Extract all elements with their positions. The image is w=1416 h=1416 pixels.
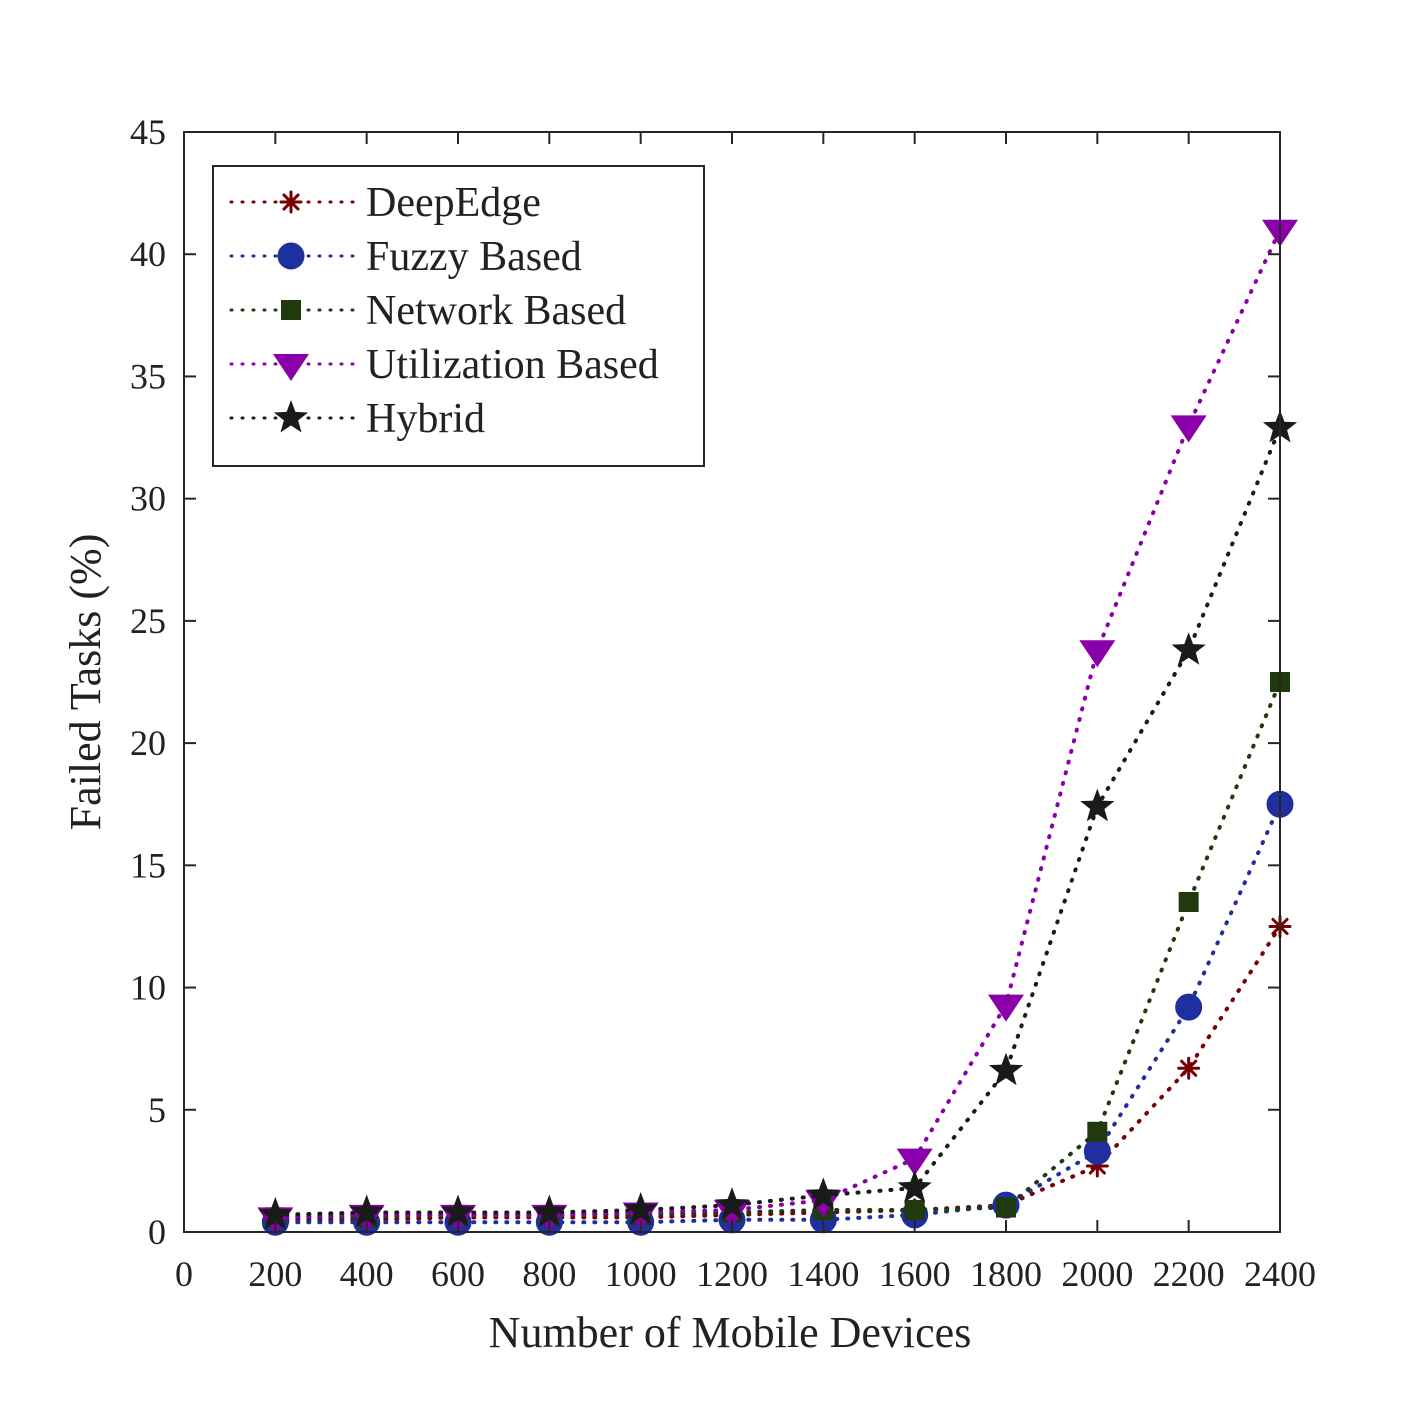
legend-label: Network Based <box>366 288 626 334</box>
marker-star <box>532 1194 567 1228</box>
marker-triangle <box>1079 640 1116 668</box>
marker-asterisk-stroke <box>282 193 300 211</box>
y-tick-label: 30 <box>130 479 166 519</box>
marker-star <box>273 400 309 433</box>
data-point <box>714 1187 750 1220</box>
y-tick-label: 45 <box>130 112 166 152</box>
y-tick-label: 0 <box>148 1212 166 1252</box>
marker-circle <box>1083 1137 1111 1165</box>
data-point <box>349 1194 384 1228</box>
y-axis-label: Failed Tasks (%) <box>61 534 110 831</box>
marker-triangle <box>988 994 1024 1022</box>
marker-triangle <box>273 354 309 381</box>
legend-entry: DeepEdge <box>229 180 541 226</box>
legend-marker <box>273 400 309 433</box>
legend-entry: Network Based <box>229 288 626 334</box>
x-tick-label: 1200 <box>696 1254 768 1294</box>
legend-label: Utilization Based <box>366 342 659 388</box>
data-point <box>988 994 1024 1022</box>
y-tick-label: 25 <box>130 601 166 641</box>
marker-star <box>714 1187 750 1220</box>
series-layer <box>257 219 1298 1236</box>
x-tick-label: 200 <box>248 1254 302 1294</box>
marker-triangle <box>714 1200 750 1227</box>
legend-entry: Fuzzy Based <box>229 234 582 280</box>
data-point <box>996 1197 1016 1218</box>
x-tick-label: 1600 <box>879 1254 951 1294</box>
data-point <box>988 1052 1024 1086</box>
marker-square <box>904 1200 925 1220</box>
data-point <box>1178 892 1199 912</box>
x-tick-label: 2000 <box>1061 1254 1133 1294</box>
marker-star <box>349 1194 384 1228</box>
data-point <box>896 1148 933 1176</box>
data-point <box>532 1194 567 1228</box>
y-tick-label: 5 <box>148 1090 166 1130</box>
marker-star <box>806 1177 841 1210</box>
data-point <box>1083 1137 1111 1165</box>
y-tick-label: 40 <box>130 234 166 274</box>
marker-asterisk-stroke <box>1180 1059 1198 1077</box>
marker-square <box>996 1197 1016 1218</box>
marker-star <box>897 1170 932 1203</box>
data-point <box>1170 415 1207 443</box>
x-tick-label: 1800 <box>970 1254 1042 1294</box>
data-point <box>1175 993 1203 1021</box>
legend: DeepEdge Fuzzy Based Network Based Utilizat… <box>212 165 705 467</box>
y-tick-label: 35 <box>130 356 166 396</box>
data-point <box>806 1177 841 1210</box>
x-tick-label: 1000 <box>605 1254 677 1294</box>
series-line <box>273 227 1282 1220</box>
legend-entry: Utilization Based <box>229 342 659 388</box>
y-tick-label: 15 <box>130 845 166 885</box>
x-tick-label: 2400 <box>1244 1254 1316 1294</box>
data-point <box>440 1194 476 1228</box>
marker-square <box>1087 1121 1108 1142</box>
data-point <box>623 1192 658 1225</box>
data-point <box>714 1200 750 1227</box>
x-tick-label: 600 <box>431 1254 485 1294</box>
series-line <box>273 425 1282 1217</box>
x-tick-label: 800 <box>522 1254 576 1294</box>
marker-star <box>258 1196 293 1230</box>
marker-triangle <box>896 1148 933 1176</box>
marker-square <box>281 300 301 320</box>
data-point <box>1087 1121 1108 1142</box>
marker-triangle <box>1170 415 1207 443</box>
axes-layer: 0 200 400 600 800 1000 1200 1400 1600 1800 2000 220… <box>130 112 1316 1294</box>
legend-label: DeepEdge <box>366 180 541 226</box>
y-tick-label: 20 <box>130 723 166 763</box>
x-tick-label: 1400 <box>787 1254 859 1294</box>
series-line <box>273 924 1282 1222</box>
data-point <box>1080 788 1115 822</box>
data-point <box>1177 1056 1201 1080</box>
legend-marker <box>279 190 303 214</box>
series-line <box>273 802 1282 1225</box>
x-tick-label: 2200 <box>1153 1254 1225 1294</box>
legend-label: Hybrid <box>366 396 485 442</box>
x-tick-label: 0 <box>175 1254 193 1294</box>
marker-square <box>1178 892 1199 912</box>
legend-marker <box>273 354 309 381</box>
marker-circle <box>277 242 305 270</box>
marker-star <box>440 1194 476 1228</box>
y-tick-label: 10 <box>130 968 166 1008</box>
marker-star <box>1171 632 1206 665</box>
data-point <box>258 1196 293 1230</box>
legend-marker <box>281 300 301 320</box>
marker-star <box>988 1052 1024 1086</box>
data-point <box>904 1200 925 1220</box>
legend-label: Fuzzy Based <box>366 234 582 280</box>
data-point <box>1079 640 1116 668</box>
marker-circle <box>1175 993 1203 1021</box>
marker-star <box>623 1192 658 1225</box>
data-point <box>897 1170 932 1203</box>
x-axis-label: Number of Mobile Devices <box>489 1308 972 1357</box>
data-point <box>1171 632 1206 665</box>
marker-star <box>1080 788 1115 822</box>
x-tick-label: 400 <box>340 1254 394 1294</box>
legend-entry: Hybrid <box>229 396 485 442</box>
legend-marker <box>277 242 305 270</box>
